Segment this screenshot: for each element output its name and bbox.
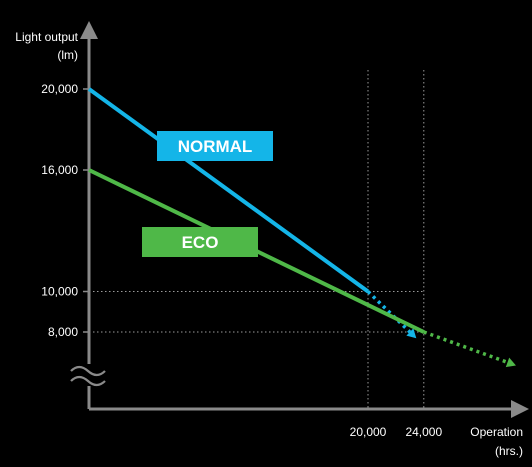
series-tags: NORMAL ECO [142,131,273,257]
x-tick-label: 20,000 [350,425,387,439]
axis-break-icon [70,364,106,387]
axis-break-mask [71,364,105,386]
eco-projection-line [423,330,509,365]
y-tick-label: 10,000 [41,285,78,299]
normal-tag-box [157,131,273,161]
axis-break-wave [70,365,106,377]
normal-projection-line [366,290,412,334]
normal-solid-line [87,87,370,294]
x-axis-unit: (hrs.) [495,444,523,458]
y-axis-unit: (lm) [57,48,78,62]
y-tick-label: 8,000 [48,325,78,339]
normal-series-label: NORMAL [178,137,253,156]
eco-arrowhead-icon [505,357,516,368]
axes: 20,000 16,000 10,000 8,000 20,000 24,000 [41,21,529,439]
normal-arrowhead-icon [406,328,417,339]
reference-gridlines [89,70,425,409]
axis-break-wave [70,375,106,387]
x-axis-title: Operation [470,425,523,439]
eco-series-label: ECO [182,233,219,252]
x-tick-label: 24,000 [405,425,442,439]
eco-tag-box [142,227,258,257]
y-axis-title: Light output [15,30,78,44]
y-tick-label: 16,000 [41,163,78,177]
y-tick-label: 20,000 [41,82,78,96]
